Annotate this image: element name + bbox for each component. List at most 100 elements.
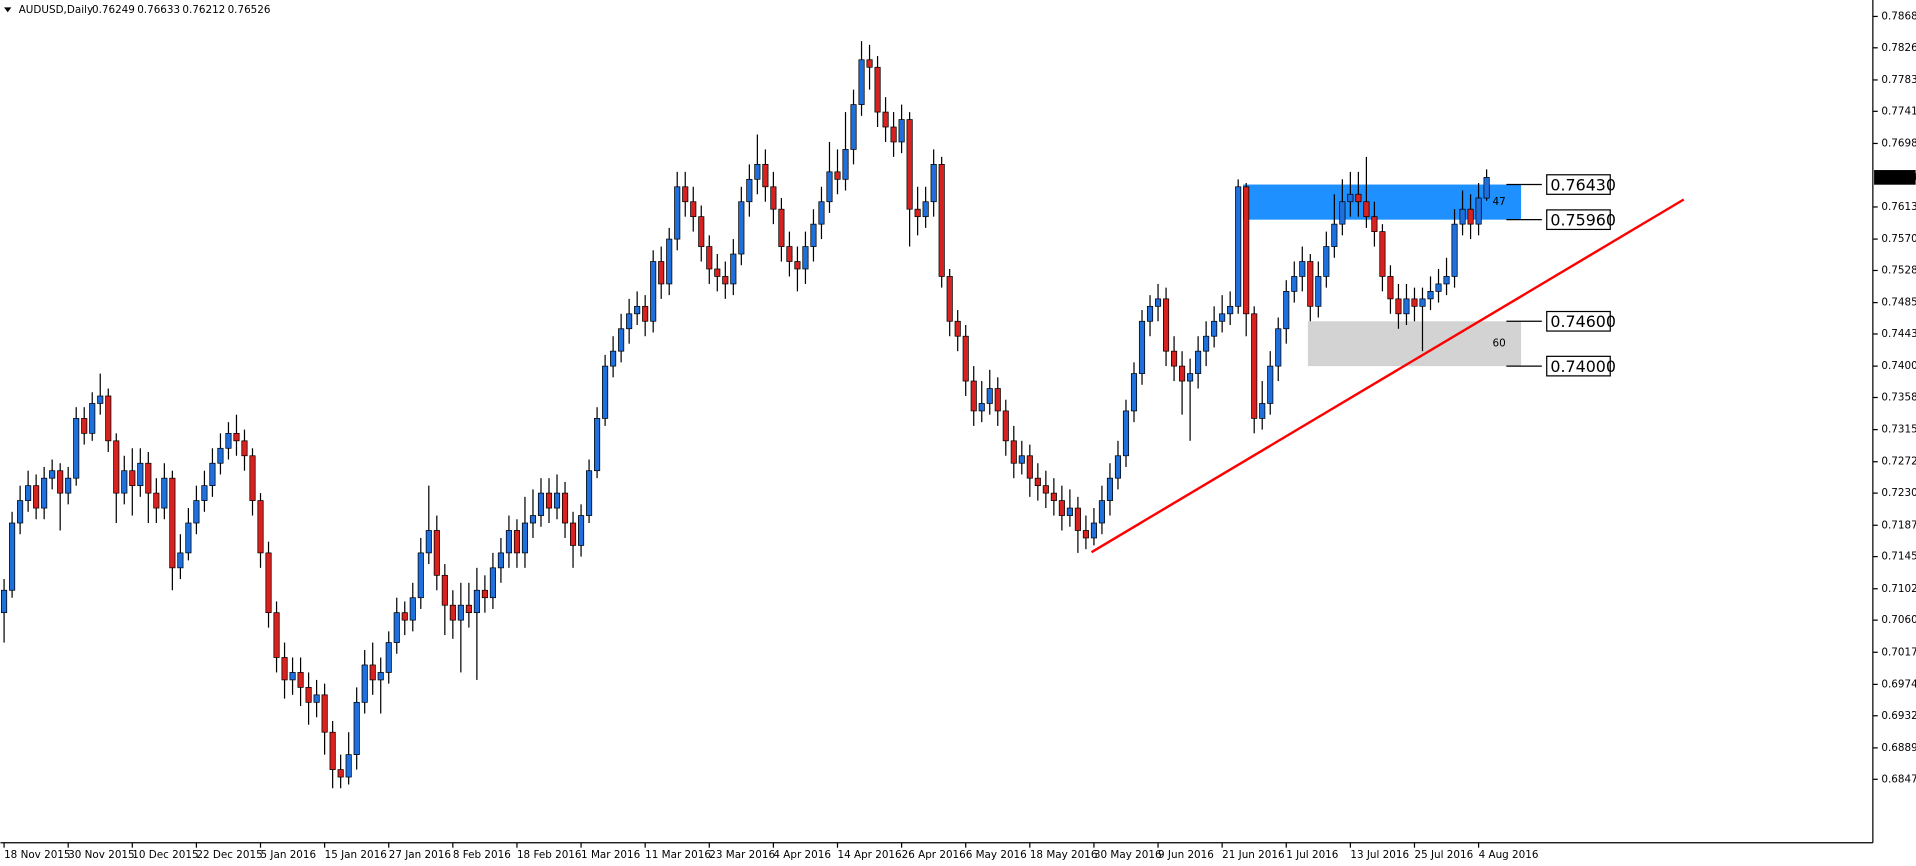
candle-body <box>874 66 881 113</box>
candle-body <box>834 171 841 180</box>
x-tick-label: 27 Jan 2016 <box>389 849 451 861</box>
candle-body <box>1114 455 1122 479</box>
candle-body <box>185 522 192 554</box>
candle-body <box>1018 455 1025 464</box>
candle-body <box>1347 193 1354 203</box>
candle-body <box>1154 298 1162 307</box>
candle-body <box>1187 373 1194 382</box>
candle-body <box>417 552 424 599</box>
candle-body <box>1058 500 1065 516</box>
candle-body <box>361 664 368 703</box>
candle-body <box>922 201 929 218</box>
candle-body <box>1010 440 1017 464</box>
x-tick-label: 18 May 2016 <box>1030 849 1098 861</box>
candle-body <box>1307 261 1314 307</box>
level-box <box>1546 174 1611 195</box>
y-tick-label: 0.69740 <box>1881 678 1916 690</box>
candle-body <box>297 672 304 688</box>
candle-body <box>962 335 969 382</box>
y-tick-label: 0.69320 <box>1881 710 1916 722</box>
candle-body <box>1475 197 1482 225</box>
candle-body <box>658 261 665 285</box>
x-tick-label: 10 Dec 2015 <box>132 849 198 861</box>
candle-body <box>1283 291 1290 330</box>
candle-body <box>145 462 152 494</box>
candle-body <box>1066 507 1073 516</box>
candle-body <box>730 253 737 285</box>
level-box <box>1546 209 1611 231</box>
candle-body <box>1138 320 1146 374</box>
y-tick-label: 0.74000 <box>1881 360 1916 372</box>
y-tick-label: 0.73580 <box>1881 391 1916 403</box>
x-tick-label: 4 Aug 2016 <box>1479 849 1539 861</box>
level-label: 0.76430 <box>1550 175 1616 194</box>
candle-body <box>369 664 376 681</box>
candle-body <box>602 365 609 419</box>
candle-body <box>113 440 120 494</box>
candle-body <box>674 186 681 240</box>
candle-body <box>153 492 160 509</box>
x-tick-label: 30 Nov 2015 <box>68 849 134 861</box>
candle-body <box>257 500 264 554</box>
candle-body <box>1026 455 1033 479</box>
candle-body <box>1379 231 1386 277</box>
candle-body <box>393 612 400 643</box>
candle-body <box>666 238 673 285</box>
candle-body <box>850 104 857 150</box>
candle-body <box>882 111 889 128</box>
candle-body <box>1074 507 1081 531</box>
candle-body <box>1203 335 1210 352</box>
header-value: 0.76633 <box>137 4 180 16</box>
y-tick-label: 0.71870 <box>1881 519 1916 531</box>
x-tick-label: 21 Jun 2016 <box>1222 849 1284 861</box>
candle-body <box>722 276 729 285</box>
candle-body <box>377 672 384 681</box>
candle-body <box>826 171 833 203</box>
candle-body <box>409 597 416 621</box>
candle-body <box>1355 193 1362 203</box>
x-tick-label: 6 May 2016 <box>966 849 1027 861</box>
y-tick-label: 0.77410 <box>1881 105 1916 117</box>
candle-body <box>1443 276 1450 285</box>
x-tick-label: 11 Mar 2016 <box>645 849 711 861</box>
candle-body <box>706 246 713 270</box>
menu-arrow[interactable] <box>4 7 12 13</box>
y-tick-label: 0.75700 <box>1881 233 1916 245</box>
candle-body <box>626 313 633 330</box>
candle-body <box>794 261 801 270</box>
candle-body <box>1403 298 1410 315</box>
candle-body <box>537 492 545 516</box>
candle-body <box>1387 276 1394 300</box>
candle-body <box>1259 403 1266 419</box>
y-tick-label: 0.70170 <box>1881 646 1916 658</box>
candle-body <box>746 178 753 203</box>
x-tick-label: 1 Jul 2016 <box>1286 849 1338 861</box>
candle-body <box>810 223 817 247</box>
candle-body <box>321 694 328 733</box>
candle-body <box>1251 313 1258 419</box>
candle-body <box>481 589 488 599</box>
candle-body <box>946 276 953 322</box>
candle-body <box>489 567 496 599</box>
candle-body <box>914 208 921 218</box>
candle-body <box>1267 365 1274 404</box>
x-tick-label: 15 Jan 2016 <box>325 849 387 861</box>
candle-body <box>561 492 569 524</box>
candle-body <box>241 440 248 457</box>
x-tick-label: 30 May 2016 <box>1094 849 1162 861</box>
candle-body <box>642 305 649 322</box>
candle-body <box>497 552 504 569</box>
candle-body <box>986 388 993 404</box>
candle-body <box>81 418 88 434</box>
candle-body <box>1395 298 1402 315</box>
candle-body <box>1467 208 1474 225</box>
level-box <box>1546 355 1611 377</box>
candle-body <box>353 701 360 755</box>
candle-body <box>233 432 240 442</box>
candle-body <box>714 268 721 277</box>
y-tick-label: 0.71450 <box>1881 551 1916 563</box>
candle-body <box>553 492 561 509</box>
candle-body <box>569 522 577 546</box>
